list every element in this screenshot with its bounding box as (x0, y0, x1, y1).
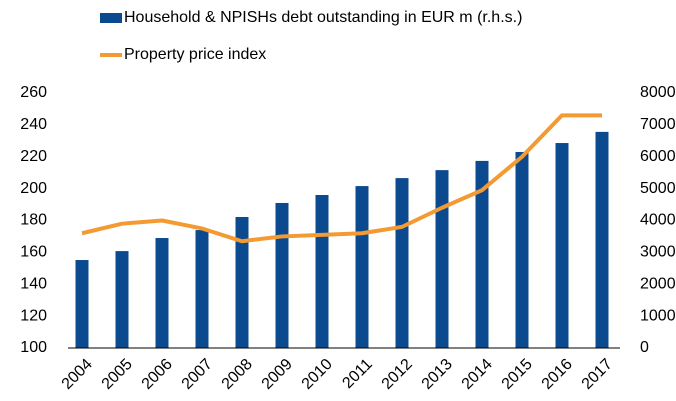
y2-tick-label: 8000 (640, 84, 676, 101)
bar (555, 143, 569, 348)
bar (195, 230, 209, 348)
y-tick-label: 220 (20, 148, 47, 165)
legend-label: Property price index (124, 46, 266, 63)
x-tick-label: 2012 (379, 356, 416, 393)
y2-tick-label: 5000 (640, 180, 676, 197)
x-tick-label: 2008 (219, 356, 256, 393)
bar (515, 151, 529, 348)
bar (315, 195, 329, 348)
legend-swatch (100, 13, 122, 23)
x-tick-label: 2005 (99, 356, 136, 393)
x-tick-label: 2007 (179, 356, 216, 393)
x-tick-label: 2004 (59, 356, 96, 393)
x-tick-label: 2017 (579, 356, 616, 393)
bar (355, 186, 369, 348)
bar (595, 131, 609, 348)
y-tick-label: 100 (20, 339, 47, 356)
y2-tick-label: 1000 (640, 307, 676, 324)
bar (435, 170, 449, 348)
y2-tick-label: 2000 (640, 275, 676, 292)
x-tick-label: 2009 (259, 356, 296, 393)
x-tick-label: 2015 (499, 356, 536, 393)
x-tick-label: 2011 (339, 356, 375, 392)
x-tick-label: 2016 (539, 356, 576, 393)
bar (75, 260, 89, 348)
y-tick-label: 120 (20, 307, 47, 324)
y2-tick-label: 4000 (640, 212, 676, 229)
line (81, 113, 602, 244)
y-tick-label: 160 (20, 244, 47, 261)
bar (115, 251, 129, 348)
y-tick-label: 200 (20, 180, 47, 197)
x-tick-label: 2006 (139, 356, 176, 393)
legend-label: Household & NPISHs debt outstanding in E… (124, 9, 522, 26)
y2-tick-label: 7000 (640, 116, 676, 133)
y-tick-label: 140 (20, 275, 47, 292)
bar (275, 202, 289, 348)
y2-tick-label: 0 (640, 339, 649, 356)
bar (395, 178, 409, 348)
y2-tick-label: 6000 (640, 148, 676, 165)
x-tick-label: 2014 (459, 356, 496, 393)
bar (155, 238, 169, 348)
y-tick-label: 260 (20, 84, 47, 101)
bar (475, 160, 489, 348)
y-tick-label: 180 (20, 212, 47, 229)
x-tick-label: 2010 (299, 356, 336, 393)
x-tick-label: 2013 (419, 356, 456, 393)
y-tick-label: 240 (20, 116, 47, 133)
bar (235, 216, 249, 348)
y2-tick-label: 3000 (640, 244, 676, 261)
